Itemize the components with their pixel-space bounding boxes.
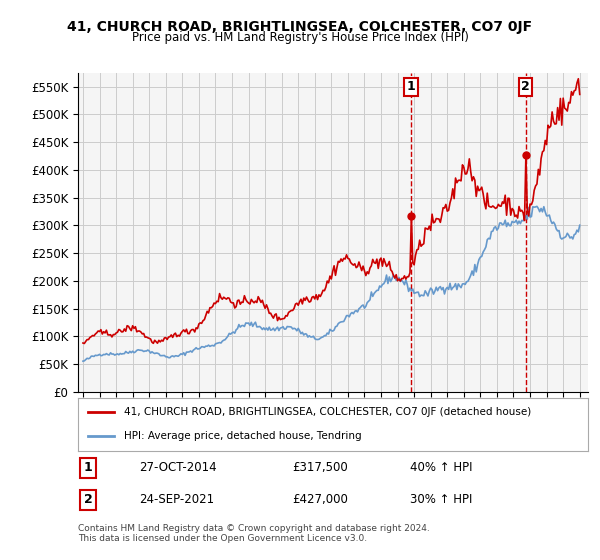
Text: 24-SEP-2021: 24-SEP-2021	[139, 493, 214, 506]
Text: 41, CHURCH ROAD, BRIGHTLINGSEA, COLCHESTER, CO7 0JF (detached house): 41, CHURCH ROAD, BRIGHTLINGSEA, COLCHEST…	[124, 408, 531, 418]
Text: 2: 2	[84, 493, 92, 506]
Text: 40% ↑ HPI: 40% ↑ HPI	[409, 461, 472, 474]
Text: Contains HM Land Registry data © Crown copyright and database right 2024.
This d: Contains HM Land Registry data © Crown c…	[78, 524, 430, 543]
Text: 27-OCT-2014: 27-OCT-2014	[139, 461, 217, 474]
Text: 1: 1	[84, 461, 92, 474]
Text: Price paid vs. HM Land Registry's House Price Index (HPI): Price paid vs. HM Land Registry's House …	[131, 31, 469, 44]
Text: £427,000: £427,000	[292, 493, 348, 506]
Text: HPI: Average price, detached house, Tendring: HPI: Average price, detached house, Tend…	[124, 431, 362, 441]
Text: 41, CHURCH ROAD, BRIGHTLINGSEA, COLCHESTER, CO7 0JF: 41, CHURCH ROAD, BRIGHTLINGSEA, COLCHEST…	[67, 20, 533, 34]
Text: 2: 2	[521, 80, 530, 93]
Text: 1: 1	[407, 80, 416, 93]
Text: 30% ↑ HPI: 30% ↑ HPI	[409, 493, 472, 506]
Text: £317,500: £317,500	[292, 461, 348, 474]
